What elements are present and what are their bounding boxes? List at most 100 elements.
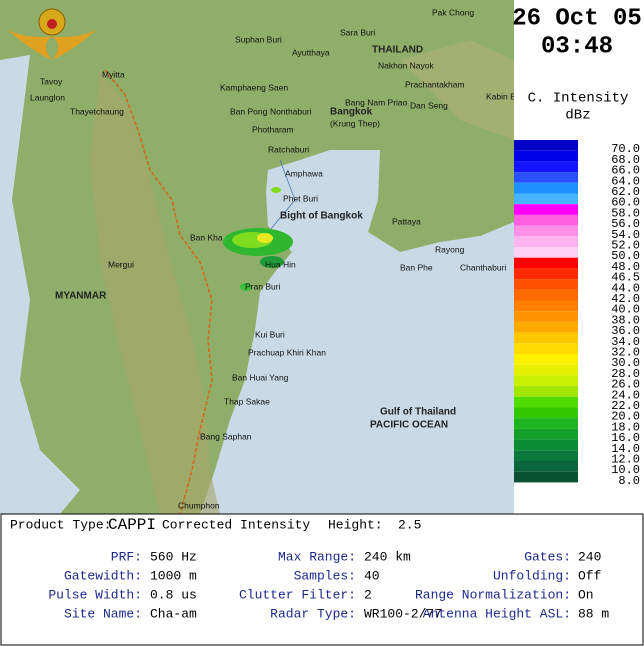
legend-label: 46.5 xyxy=(611,271,640,285)
legend-label: 68.0 xyxy=(611,153,640,167)
radar-echo xyxy=(223,187,293,291)
legend-label: 56.0 xyxy=(611,217,640,231)
place-label: Nakhon Nayok xyxy=(378,60,435,70)
legend-label: 24.0 xyxy=(611,388,640,402)
legend-label: 32.0 xyxy=(611,345,640,359)
place-label: Kui Buri xyxy=(255,329,285,339)
legend-swatch xyxy=(514,354,578,365)
legend-label: 30.0 xyxy=(611,356,640,370)
andaman-sea xyxy=(0,55,80,514)
legend-swatch xyxy=(514,150,578,162)
legend-swatch xyxy=(514,364,578,376)
place-label: Ban Phe xyxy=(400,262,433,272)
info-label: PRF: xyxy=(111,549,142,564)
info-label: Gates: xyxy=(524,549,571,564)
legend-label: 58.0 xyxy=(611,206,640,220)
legend-swatch xyxy=(514,461,578,472)
legend-swatch xyxy=(514,172,578,183)
info-value: Cha-am xyxy=(150,606,197,621)
mountains xyxy=(90,70,220,514)
legend-swatch xyxy=(514,428,578,440)
place-label: Bang Saphan xyxy=(200,431,252,441)
place-label: Bangkok xyxy=(330,107,373,118)
place-label: Pattaya xyxy=(392,216,421,226)
legend-label: 8.0 xyxy=(618,474,640,488)
legend-label: 44.0 xyxy=(611,281,640,295)
highland xyxy=(400,40,514,140)
place-label: Chanthaburi xyxy=(460,262,506,272)
legend-label: 12.0 xyxy=(611,452,640,466)
info-value: WR100-2/77 xyxy=(364,606,442,621)
legend-swatch xyxy=(514,375,578,387)
legend-label: 66.0 xyxy=(611,164,640,178)
legend-swatch xyxy=(514,311,578,322)
legend-label: 18.0 xyxy=(611,420,640,434)
info-label: Site Name: xyxy=(64,606,142,621)
legend-label: 10.0 xyxy=(611,463,640,477)
info-label: Radar Type: xyxy=(270,606,356,621)
place-label: Gulf of Thailand xyxy=(380,407,456,418)
legend-swatch xyxy=(514,321,578,333)
place-label: Pran Buri xyxy=(245,281,281,291)
info-value: 2 xyxy=(364,587,372,602)
legend-swatch xyxy=(514,161,578,173)
legend-label: 20.0 xyxy=(611,410,640,424)
place-label: Amphawa xyxy=(285,168,323,178)
legend-label: 60.0 xyxy=(611,196,640,210)
legend-swatch xyxy=(514,386,578,397)
place-label: Photharam xyxy=(252,124,294,134)
legend-swatch xyxy=(514,300,578,312)
product: CAPPI xyxy=(108,516,156,534)
place-label: Mergui xyxy=(108,259,134,269)
info-value: 40 xyxy=(364,568,380,583)
info-label: Max Range: xyxy=(278,549,356,564)
place-label: Thap Sakae xyxy=(224,396,270,406)
legend-swatch xyxy=(514,332,578,344)
legend-swatch xyxy=(514,279,578,290)
product-label: Product Type: xyxy=(10,517,111,532)
height-label: Height: xyxy=(328,517,383,532)
legend-swatch xyxy=(514,193,578,205)
legend-swatch xyxy=(514,214,578,226)
place-label: THAILAND xyxy=(372,45,423,56)
info-rows: PRF: 560 Hz Max Range: 240 km Gates: 240Gatew… xyxy=(48,549,609,621)
place-label: Hua Hin xyxy=(265,259,296,269)
legend-swatch xyxy=(514,268,578,280)
legend-label: 26.0 xyxy=(611,378,640,392)
height: 2.5 xyxy=(398,517,421,532)
place-label: Tavoy xyxy=(40,76,63,86)
info-value: On xyxy=(578,587,594,602)
legend-swatch xyxy=(514,343,578,354)
legend-label: 34.0 xyxy=(611,335,640,349)
place-label: Ratchaburi xyxy=(268,144,309,154)
info-label: Samples: xyxy=(294,568,356,583)
place-label: Ayutthaya xyxy=(292,47,330,57)
legend-label: 54.0 xyxy=(611,228,640,242)
legend-swatch xyxy=(514,140,578,151)
place-label: Myitta xyxy=(102,69,125,79)
place-label: Rayong xyxy=(435,244,465,254)
coast xyxy=(269,159,296,231)
place-label: Bight of Bangkok xyxy=(280,211,363,222)
place-label: Suphan Buri xyxy=(235,34,282,44)
info-value: 1000 m xyxy=(150,568,197,583)
place-label: Prachantakham xyxy=(405,79,465,89)
info-label: Antenna Height ASL: xyxy=(423,606,571,621)
color-legend: 70.068.066.064.062.060.058.056.054.052.0… xyxy=(514,140,640,488)
place-label: Ban Kha xyxy=(190,232,223,242)
place-label: PACIFIC OCEAN xyxy=(370,420,448,431)
legend-label: 62.0 xyxy=(611,185,640,199)
legend-swatch xyxy=(514,450,578,461)
legend-swatch xyxy=(514,407,578,419)
legend-label: 70.0 xyxy=(611,142,640,156)
place-label: Pak Chong xyxy=(432,7,474,17)
info-value: 240 km xyxy=(364,549,411,564)
product-desc: Corrected Intensity xyxy=(162,517,310,532)
place-label: Ban Pong xyxy=(230,106,268,116)
legend-swatch xyxy=(514,471,578,483)
place-label: Prachuap Khiri Khan xyxy=(248,347,326,357)
place-label: Chumphon xyxy=(178,500,220,510)
info-label: Pulse Width: xyxy=(48,587,142,602)
place-label: Kabin Buri xyxy=(486,91,525,101)
legend-label: 22.0 xyxy=(611,399,640,413)
